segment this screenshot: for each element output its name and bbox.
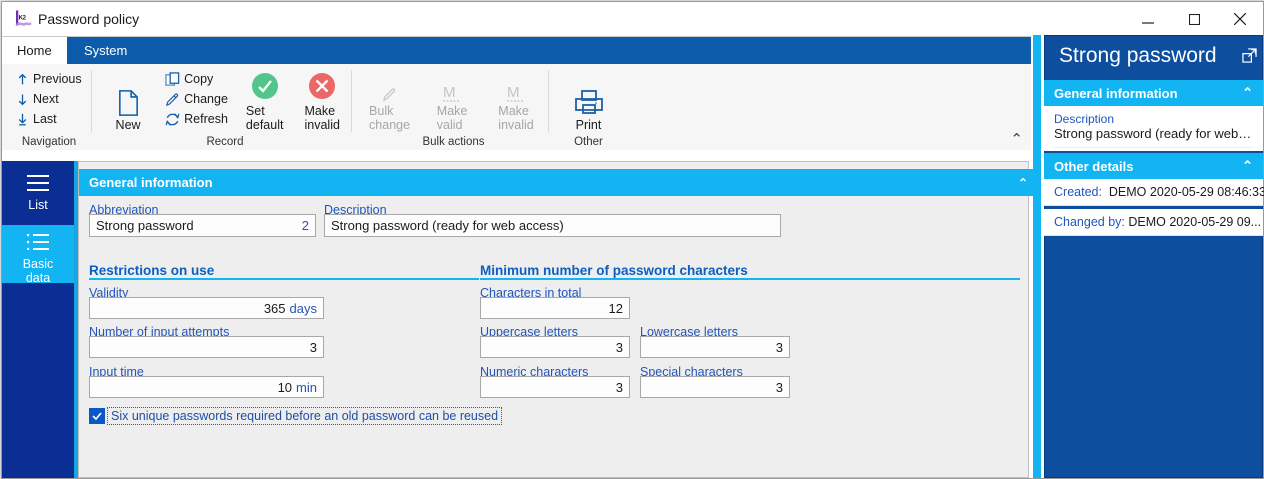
svg-text:M: M xyxy=(507,84,520,101)
svg-text:K2: K2 xyxy=(19,15,27,21)
svg-text:M: M xyxy=(443,84,456,101)
